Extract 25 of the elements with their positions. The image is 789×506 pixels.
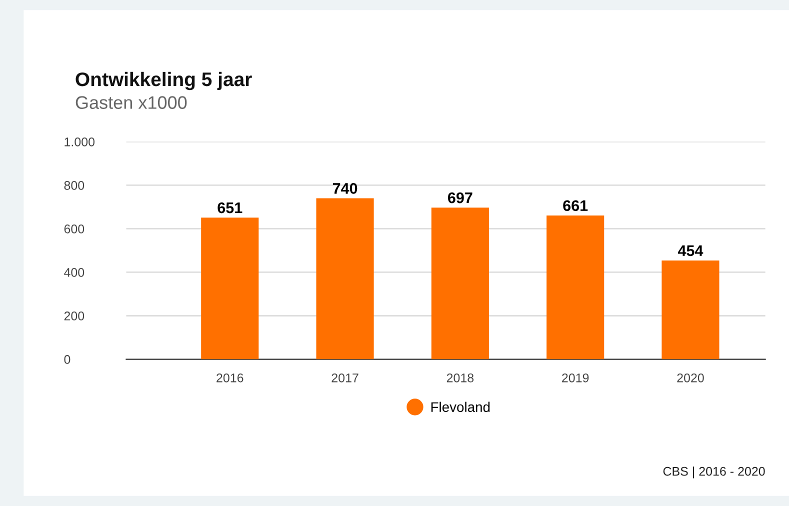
bar	[431, 208, 489, 360]
bar	[201, 218, 259, 360]
bar	[316, 198, 374, 360]
y-tick-label: 1.000	[64, 137, 95, 146]
bar	[662, 260, 720, 360]
y-tick-label: 200	[64, 312, 84, 320]
y-tick-label: 600	[64, 224, 84, 234]
y-tick-label: 0	[64, 355, 70, 364]
bar	[546, 215, 604, 360]
legend-label: Flevoland	[431, 402, 490, 412]
x-tick-label: 2020	[677, 373, 704, 382]
data-label: 651	[218, 202, 242, 214]
x-tick-label: 2016	[216, 373, 244, 382]
chart-title: Ontwikkeling 5 jaar	[76, 72, 252, 90]
x-tick-label: 2019	[562, 373, 589, 382]
y-tick-label: 800	[64, 180, 84, 190]
x-tick-label: 2018	[446, 373, 474, 382]
y-tick-label: 400	[64, 268, 84, 277]
data-label: 740	[332, 183, 358, 194]
data-label: 697	[448, 192, 472, 204]
x-tick-label: 2017	[332, 373, 358, 382]
data-label: 454	[678, 245, 704, 256]
data-label: 661	[563, 200, 588, 212]
text: CBS | 2016 - 2020	[663, 466, 765, 478]
chart-subtitle: Gasten x1000	[76, 96, 187, 109]
